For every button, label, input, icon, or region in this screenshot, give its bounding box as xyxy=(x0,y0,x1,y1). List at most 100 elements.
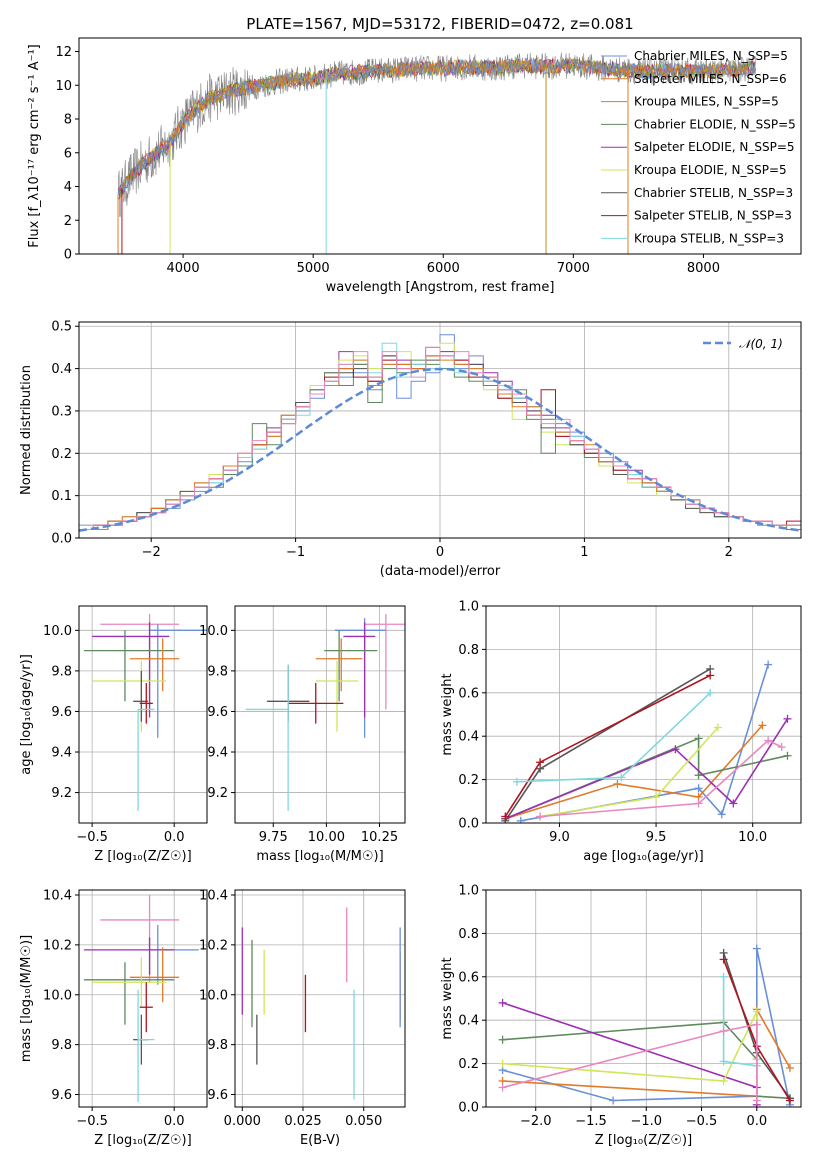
weight-marker xyxy=(783,714,792,723)
x-tick-label: 10.0 xyxy=(738,830,767,845)
error-bar-point xyxy=(315,660,359,732)
weight-line xyxy=(502,1011,758,1082)
weight-marker xyxy=(719,972,728,981)
panel-residuals: −2 −1 0 1 2 0.0 0.1 0.2 0.3 0.4 0.5 (data-model)/er… xyxy=(19,320,802,579)
x-tick-label: −1 xyxy=(286,545,305,560)
x-tick-label: −1.5 xyxy=(575,1114,607,1129)
error-bar-point xyxy=(92,660,166,732)
weight-marker xyxy=(694,771,703,780)
y-tick-label: 9.6 xyxy=(51,705,72,720)
weight-marker xyxy=(719,1057,728,1066)
x-tick-label: −1.0 xyxy=(630,1114,662,1129)
legend-entry: 𝒩(0, 1) xyxy=(739,337,783,351)
y-tick-label: 9.8 xyxy=(51,1038,72,1053)
weight-marker xyxy=(752,944,761,953)
y-tick-label: 8 xyxy=(64,113,72,128)
weight-marker xyxy=(719,1076,728,1085)
plot-area-weight-vs-Z xyxy=(498,944,794,1107)
y-axis-label: mass [log₁₀(M/M☉)] xyxy=(19,935,34,1062)
weight-marker xyxy=(785,1096,794,1105)
weight-marker xyxy=(729,799,738,808)
weight-marker xyxy=(652,792,661,801)
weight-marker xyxy=(764,660,773,669)
x-axis-label: E(B-V) xyxy=(300,1133,340,1148)
weight-marker xyxy=(719,1027,728,1036)
x-tick-label: 7000 xyxy=(557,261,590,276)
weight-marker xyxy=(764,736,773,745)
x-tick-label: −2.0 xyxy=(520,1114,552,1129)
y-tick-label: 0.4 xyxy=(458,730,479,745)
axes-frame xyxy=(234,605,406,824)
weight-marker xyxy=(706,688,715,697)
y-tick-label: 10.4 xyxy=(43,888,72,903)
weight-marker xyxy=(719,955,728,964)
x-tick-label: 0.0 xyxy=(746,1114,767,1129)
plot-area-mass-vs-Z xyxy=(83,894,199,1103)
y-axis-label: age [log₁₀(age/yr)] xyxy=(19,654,34,775)
weight-marker xyxy=(785,1063,794,1072)
error-bar-point xyxy=(129,638,180,692)
x-tick-label: 8000 xyxy=(687,261,720,276)
y-tick-label: 0.6 xyxy=(458,970,479,985)
y-tick-label: 9.6 xyxy=(207,705,228,720)
y-tick-label: 12 xyxy=(55,45,72,60)
y-tick-label: 10.0 xyxy=(199,624,228,639)
y-tick-label: 0.2 xyxy=(458,1057,479,1072)
panel-mass-vs-Z: −0.5 0.0 9.6 9.8 10.0 10.2 10.4 Z [log₁₀(Z/Z☉)]… xyxy=(19,888,208,1148)
plot-area-weight-vs-age xyxy=(501,660,792,823)
x-tick-label: 0.0 xyxy=(164,830,185,845)
y-tick-label: 0.8 xyxy=(458,643,479,658)
plot-area-age-vs-mass xyxy=(245,614,405,811)
x-axis-label: Z [log₁₀(Z/Z☉)] xyxy=(94,1133,191,1148)
y-tick-label: 10.4 xyxy=(199,888,228,903)
y-tick-label: 0.5 xyxy=(51,320,72,335)
y-tick-label: 9.4 xyxy=(51,746,72,761)
legend-entry: Chabrier MILES, N_SSP=5 xyxy=(634,49,788,63)
error-bar-point xyxy=(324,630,378,702)
normal-distribution-line xyxy=(79,367,801,532)
y-axis-label: mass weight xyxy=(440,957,455,1039)
weight-marker xyxy=(498,1035,507,1044)
y-tick-label: 10.0 xyxy=(199,988,228,1003)
x-axis-label: Z [log₁₀(Z/Z☉)] xyxy=(94,849,191,864)
x-tick-label: 0.050 xyxy=(345,1114,382,1129)
weight-marker xyxy=(516,816,525,823)
error-bar-point xyxy=(364,614,405,710)
plot-area-age-vs-Z xyxy=(83,614,207,811)
x-tick-label: −0.5 xyxy=(76,1114,108,1129)
axes-frame xyxy=(485,605,802,824)
weight-marker xyxy=(783,751,792,760)
y-tick-label: 10.0 xyxy=(43,624,72,639)
legend-entry: Kroupa MILES, N_SSP=5 xyxy=(634,95,779,109)
axes-frame xyxy=(78,889,208,1108)
error-bar-point xyxy=(133,670,148,722)
x-tick-label: 9.5 xyxy=(646,830,667,845)
y-tick-label: 0.1 xyxy=(51,489,72,504)
error-bar-point xyxy=(137,989,155,1103)
y-tick-label: 9.2 xyxy=(51,786,72,801)
y-tick-label: 10.0 xyxy=(43,988,72,1003)
x-tick-label: −2 xyxy=(142,545,161,560)
weight-marker xyxy=(536,758,545,767)
weight-marker xyxy=(752,1096,761,1105)
y-tick-label: 1.0 xyxy=(458,600,479,615)
weight-line xyxy=(502,1023,758,1101)
error-bar-point xyxy=(129,947,180,1003)
x-axis-label: (data-model)/error xyxy=(380,564,501,579)
error-bar-point xyxy=(83,937,175,975)
y-tick-label: 0 xyxy=(64,248,72,263)
y-tick-label: 2 xyxy=(64,214,72,229)
weight-marker xyxy=(706,671,715,680)
x-tick-label: 1 xyxy=(580,545,588,560)
y-tick-label: 0.0 xyxy=(458,1101,479,1116)
weight-marker xyxy=(536,812,545,821)
axes-frame xyxy=(485,889,802,1108)
weight-marker xyxy=(617,773,626,782)
y-axis-label: mass weight xyxy=(440,673,455,755)
x-tick-label: 9.0 xyxy=(549,830,570,845)
error-bar-point xyxy=(83,962,175,1025)
legend-entry: Salpeter MILES, N_SSP=6 xyxy=(634,72,787,86)
weight-line xyxy=(505,724,763,820)
weight-marker xyxy=(777,743,786,752)
y-tick-label: 0.0 xyxy=(458,817,479,832)
